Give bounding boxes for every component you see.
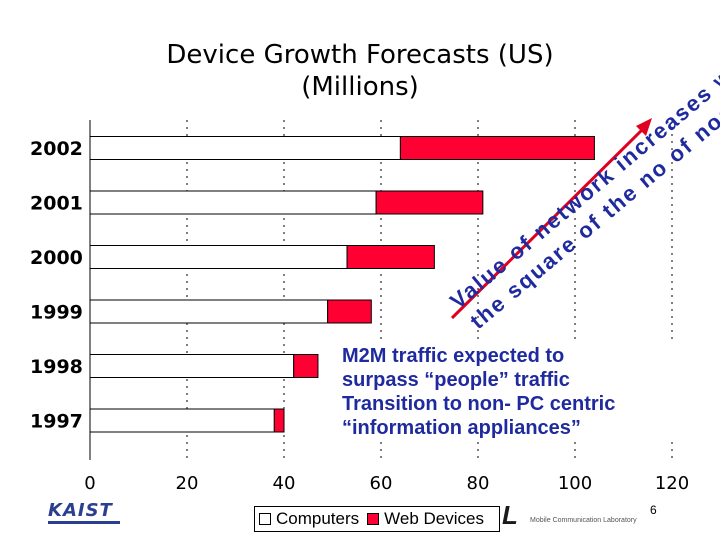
bar-web-devices [273, 408, 285, 433]
x-tick-label: 20 [176, 473, 199, 494]
bars [89, 136, 595, 433]
x-tick-label: 40 [273, 473, 296, 494]
bar-web-devices [293, 354, 319, 378]
chart-legend: Computers Web Devices [254, 506, 500, 532]
bar-web-devices [399, 136, 595, 160]
legend-label-web-devices: Web Devices [384, 509, 484, 528]
callout-box: M2M traffic expected to surpass “people”… [342, 344, 687, 440]
lab-logo: L [502, 500, 518, 530]
growth-arrow [450, 122, 650, 320]
callout-line-1: M2M traffic expected to [342, 345, 565, 367]
callout-line-2: surpass “people” traffic [342, 369, 570, 391]
category-label: 1998 [30, 356, 83, 378]
legend-label-computers: Computers [276, 509, 360, 528]
page-number: 6 [650, 503, 657, 517]
category-label: 1997 [30, 411, 83, 433]
category-label: 2002 [30, 138, 83, 160]
category-label: 2001 [30, 193, 83, 215]
slide-subtitle: (Millions) [301, 72, 419, 102]
x-tick-label: 120 [655, 473, 689, 494]
bar-computers [89, 136, 401, 160]
x-tick-label: 80 [467, 473, 490, 494]
grid-lines [89, 120, 673, 460]
x-tick-label: 60 [370, 473, 393, 494]
bar-web-devices [327, 299, 372, 324]
growth-arrow-head [636, 118, 652, 136]
legend-swatch-computers [259, 513, 271, 525]
category-label: 2000 [30, 247, 83, 269]
bar-computers [89, 354, 295, 378]
legend-swatch-web-devices [367, 513, 380, 525]
bar-computers [89, 245, 348, 269]
legend-item-web-devices: Web Devices [367, 509, 484, 529]
slide-title: Device Growth Forecasts (US) [166, 40, 554, 70]
kaist-logo: KAIST [48, 500, 120, 524]
bar-web-devices [375, 190, 484, 215]
category-labels: 2002 2001 2000 1999 1998 1997 [30, 138, 83, 433]
category-label: 1999 [30, 302, 83, 324]
bar-computers [89, 408, 275, 433]
x-tick-labels: 0 20 40 60 80 100 120 [84, 473, 689, 494]
bar-computers [89, 190, 377, 215]
kaist-logo-text: KAIST [48, 500, 113, 521]
x-tick-label: 100 [558, 473, 592, 494]
callout-line-3: Transition to non- PC centric [342, 393, 616, 415]
bar-computers [89, 299, 329, 324]
callout-line-4: “information appliances” [342, 417, 581, 439]
bar-web-devices [346, 245, 435, 269]
legend-item-computers: Computers [259, 509, 359, 529]
x-tick-label: 0 [84, 473, 95, 494]
lab-name: Mobile Communication Laboratory [530, 517, 637, 524]
kaist-logo-underline [48, 521, 120, 524]
